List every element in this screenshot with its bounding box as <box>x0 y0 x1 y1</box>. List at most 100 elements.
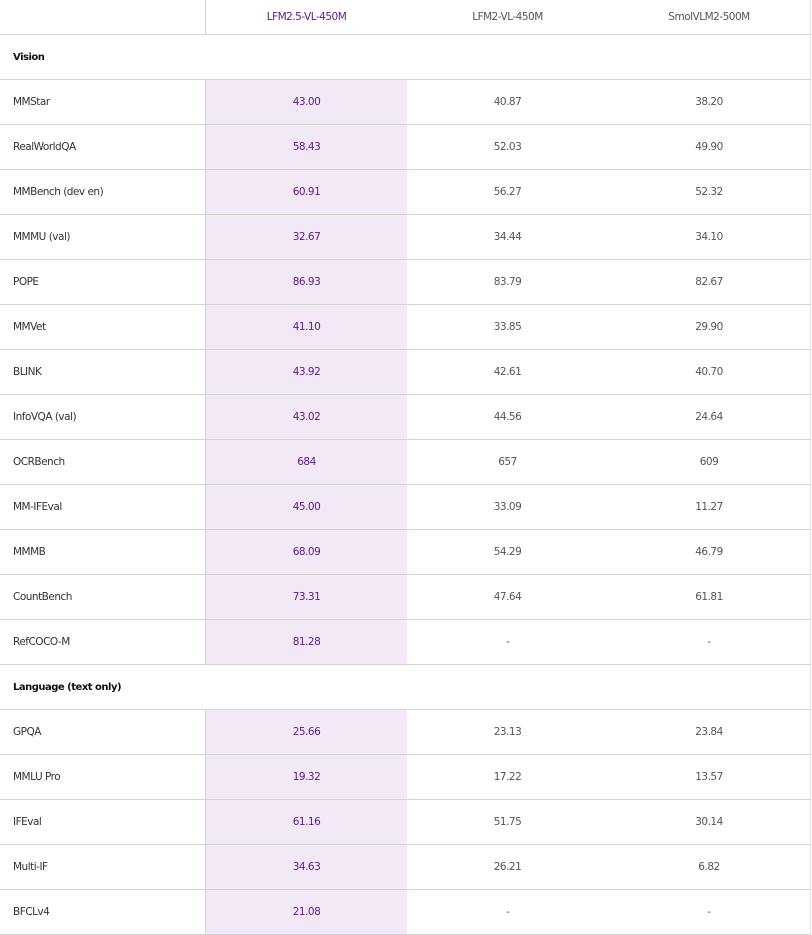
benchmark-name: RefCOCO-M <box>13 636 70 648</box>
data-row: RefCOCO-M 81.28 - - <box>0 620 810 665</box>
data-row: MMBench (dev en) 60.91 56.27 52.32 <box>0 170 810 215</box>
score-cell: 17.22 <box>493 771 522 783</box>
benchmark-name: MMStar <box>13 96 50 108</box>
benchmark-name: MMMU (val) <box>13 231 70 243</box>
data-row: OCRBench 684 657 609 <box>0 440 810 485</box>
score-cell: - <box>505 906 510 918</box>
score-cell: 13.57 <box>695 771 723 783</box>
section-row: Vision <box>0 35 810 80</box>
benchmark-name: RealWorldQA <box>13 141 76 153</box>
score-cell: 44.56 <box>493 411 522 423</box>
data-row: BFCLv4 21.08 - - <box>0 890 810 935</box>
score-cell: 21.08 <box>205 890 407 934</box>
benchmark-name: MMBench (dev en) <box>13 186 104 198</box>
score-cell: 38.20 <box>695 96 723 108</box>
score-cell: 52.32 <box>695 186 723 198</box>
score-cell: 73.31 <box>205 575 407 619</box>
benchmark-name: BFCLv4 <box>13 906 50 918</box>
score-cell: - <box>707 906 711 918</box>
score-cell: 86.93 <box>205 260 407 304</box>
score-cell: 30.14 <box>695 816 723 828</box>
score-cell: 23.13 <box>493 726 522 738</box>
benchmark-name: OCRBench <box>13 456 65 468</box>
score-cell: 40.70 <box>695 366 723 378</box>
score-cell: 34.63 <box>205 845 407 889</box>
score-cell: 26.21 <box>493 861 522 873</box>
score-cell: - <box>505 636 510 648</box>
score-cell: 61.81 <box>695 591 723 603</box>
score-cell: 61.16 <box>205 800 407 844</box>
score-cell: 46.79 <box>695 546 723 558</box>
data-row: MM-IFEval 45.00 33.09 11.27 <box>0 485 810 530</box>
data-row: RealWorldQA 58.43 52.03 49.90 <box>0 125 810 170</box>
data-row: Multi-IF 34.63 26.21 6.82 <box>0 845 810 890</box>
benchmark-name: Multi-IF <box>13 861 48 873</box>
header-cell: LFM2.5-VL-450M <box>205 0 407 34</box>
score-cell: 609 <box>699 456 719 468</box>
data-row: MMMU (val) 32.67 34.44 34.10 <box>0 215 810 260</box>
score-cell: 68.09 <box>205 530 407 574</box>
score-cell: 51.75 <box>493 816 522 828</box>
score-cell: 42.61 <box>493 366 522 378</box>
score-cell: 34.10 <box>695 231 723 243</box>
score-cell: 25.66 <box>205 710 407 754</box>
score-cell: 19.32 <box>205 755 407 799</box>
benchmark-name: MM-IFEval <box>13 501 62 513</box>
benchmark-name: MMLU Pro <box>13 771 61 783</box>
score-cell: 33.09 <box>493 501 522 513</box>
score-cell: 43.92 <box>205 350 407 394</box>
section-title: Language (text only) <box>13 681 122 693</box>
benchmark-name: InfoVQA (val) <box>13 411 77 423</box>
score-cell: 11.27 <box>695 501 723 513</box>
score-cell: 43.00 <box>205 80 407 124</box>
data-row: MMLU Pro 19.32 17.22 13.57 <box>0 755 810 800</box>
benchmark-name: MMMB <box>13 546 46 558</box>
score-cell: 41.10 <box>205 305 407 349</box>
score-cell: 83.79 <box>493 276 522 288</box>
score-cell: 34.44 <box>493 231 522 243</box>
score-cell: 54.29 <box>493 546 522 558</box>
data-row: InfoVQA (val) 43.02 44.56 24.64 <box>0 395 810 440</box>
section-title: Vision <box>13 51 45 63</box>
benchmark-name: GPQA <box>13 726 41 738</box>
data-row: BLINK 43.92 42.61 40.70 <box>0 350 810 395</box>
header-cell: LFM2-VL-450M <box>472 11 543 23</box>
benchmark-name: MMVet <box>13 321 46 333</box>
score-cell: 47.64 <box>493 591 522 603</box>
data-row: MMMB 68.09 54.29 46.79 <box>0 530 810 575</box>
score-cell: 58.43 <box>205 125 407 169</box>
header-cell: SmolVLM2-500M <box>668 11 750 23</box>
data-row: MMStar 43.00 40.87 38.20 <box>0 80 810 125</box>
data-row: GPQA 25.66 23.13 23.84 <box>0 710 810 755</box>
score-cell: 45.00 <box>205 485 407 529</box>
score-cell: 33.85 <box>493 321 522 333</box>
benchmark-name: BLINK <box>13 366 42 378</box>
score-cell: 23.84 <box>695 726 723 738</box>
data-row: IFEval 61.16 51.75 30.14 <box>0 800 810 845</box>
score-cell: 82.67 <box>695 276 723 288</box>
header-row: LFM2.5-VL-450M LFM2-VL-450M SmolVLM2-500… <box>0 0 810 35</box>
score-cell: 49.90 <box>695 141 723 153</box>
score-cell: 684 <box>205 440 407 484</box>
data-row: POPE 86.93 83.79 82.67 <box>0 260 810 305</box>
score-cell: 56.27 <box>493 186 522 198</box>
section-row: Language (text only) <box>0 665 810 710</box>
score-cell: 52.03 <box>493 141 522 153</box>
benchmark-name: IFEval <box>13 816 42 828</box>
score-cell: 29.90 <box>695 321 723 333</box>
score-cell: 43.02 <box>205 395 407 439</box>
score-cell: 81.28 <box>205 620 407 664</box>
score-cell: 32.67 <box>205 215 407 259</box>
benchmark-name: CountBench <box>13 591 72 603</box>
score-cell: 40.87 <box>493 96 522 108</box>
score-cell: 24.64 <box>695 411 723 423</box>
score-cell: 60.91 <box>205 170 407 214</box>
score-cell: - <box>707 636 711 648</box>
data-row: MMVet 41.10 33.85 29.90 <box>0 305 810 350</box>
data-row: CountBench 73.31 47.64 61.81 <box>0 575 810 620</box>
benchmark-name: POPE <box>13 276 39 288</box>
score-cell: 657 <box>498 456 517 468</box>
header-blank <box>0 0 205 34</box>
